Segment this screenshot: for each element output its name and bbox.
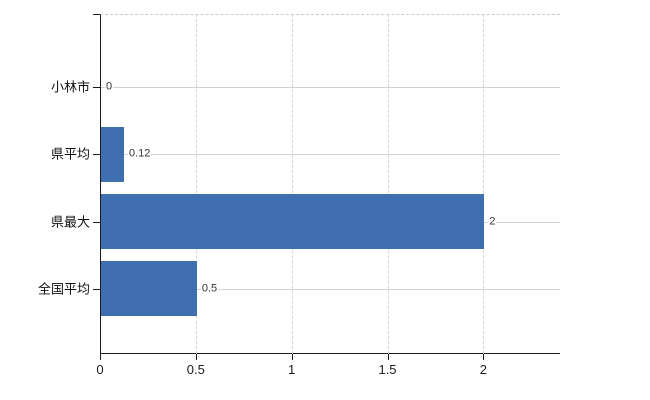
gridline-vertical (195, 14, 197, 354)
y-tick (93, 87, 100, 88)
y-tick (93, 288, 100, 290)
y-tick (93, 154, 100, 156)
y-tick (93, 221, 100, 223)
bar (101, 126, 124, 182)
x-tick-label: 2 (479, 362, 487, 377)
bar (101, 261, 197, 317)
gridline-vertical (387, 14, 389, 354)
x-tick-label: 0 (96, 362, 104, 377)
bar (101, 194, 485, 250)
gridline-horizontal (101, 87, 560, 88)
x-tick-label: 1 (288, 362, 296, 377)
category-label: 小林市 (50, 79, 90, 95)
x-tick (195, 354, 197, 360)
category-label: 県平均 (50, 146, 90, 162)
value-label: 0.12 (128, 147, 152, 160)
x-tick-label: 1.5 (378, 362, 397, 377)
gridline-horizontal (101, 288, 560, 290)
category-label: 県最大 (50, 214, 90, 230)
x-tick (483, 354, 485, 360)
x-tick (291, 354, 293, 360)
value-label: 2 (488, 215, 497, 228)
gridline-vertical (483, 14, 485, 354)
x-tick (387, 354, 389, 360)
x-tick-label: 0.5 (186, 362, 205, 377)
category-label: 全国平均 (37, 281, 90, 297)
y-axis-top-tick (93, 14, 100, 15)
gridline-vertical (291, 14, 293, 354)
gridline-horizontal (101, 154, 560, 156)
x-tick (100, 354, 101, 360)
value-label: 0.5 (200, 282, 219, 295)
value-label: 0 (105, 80, 114, 93)
